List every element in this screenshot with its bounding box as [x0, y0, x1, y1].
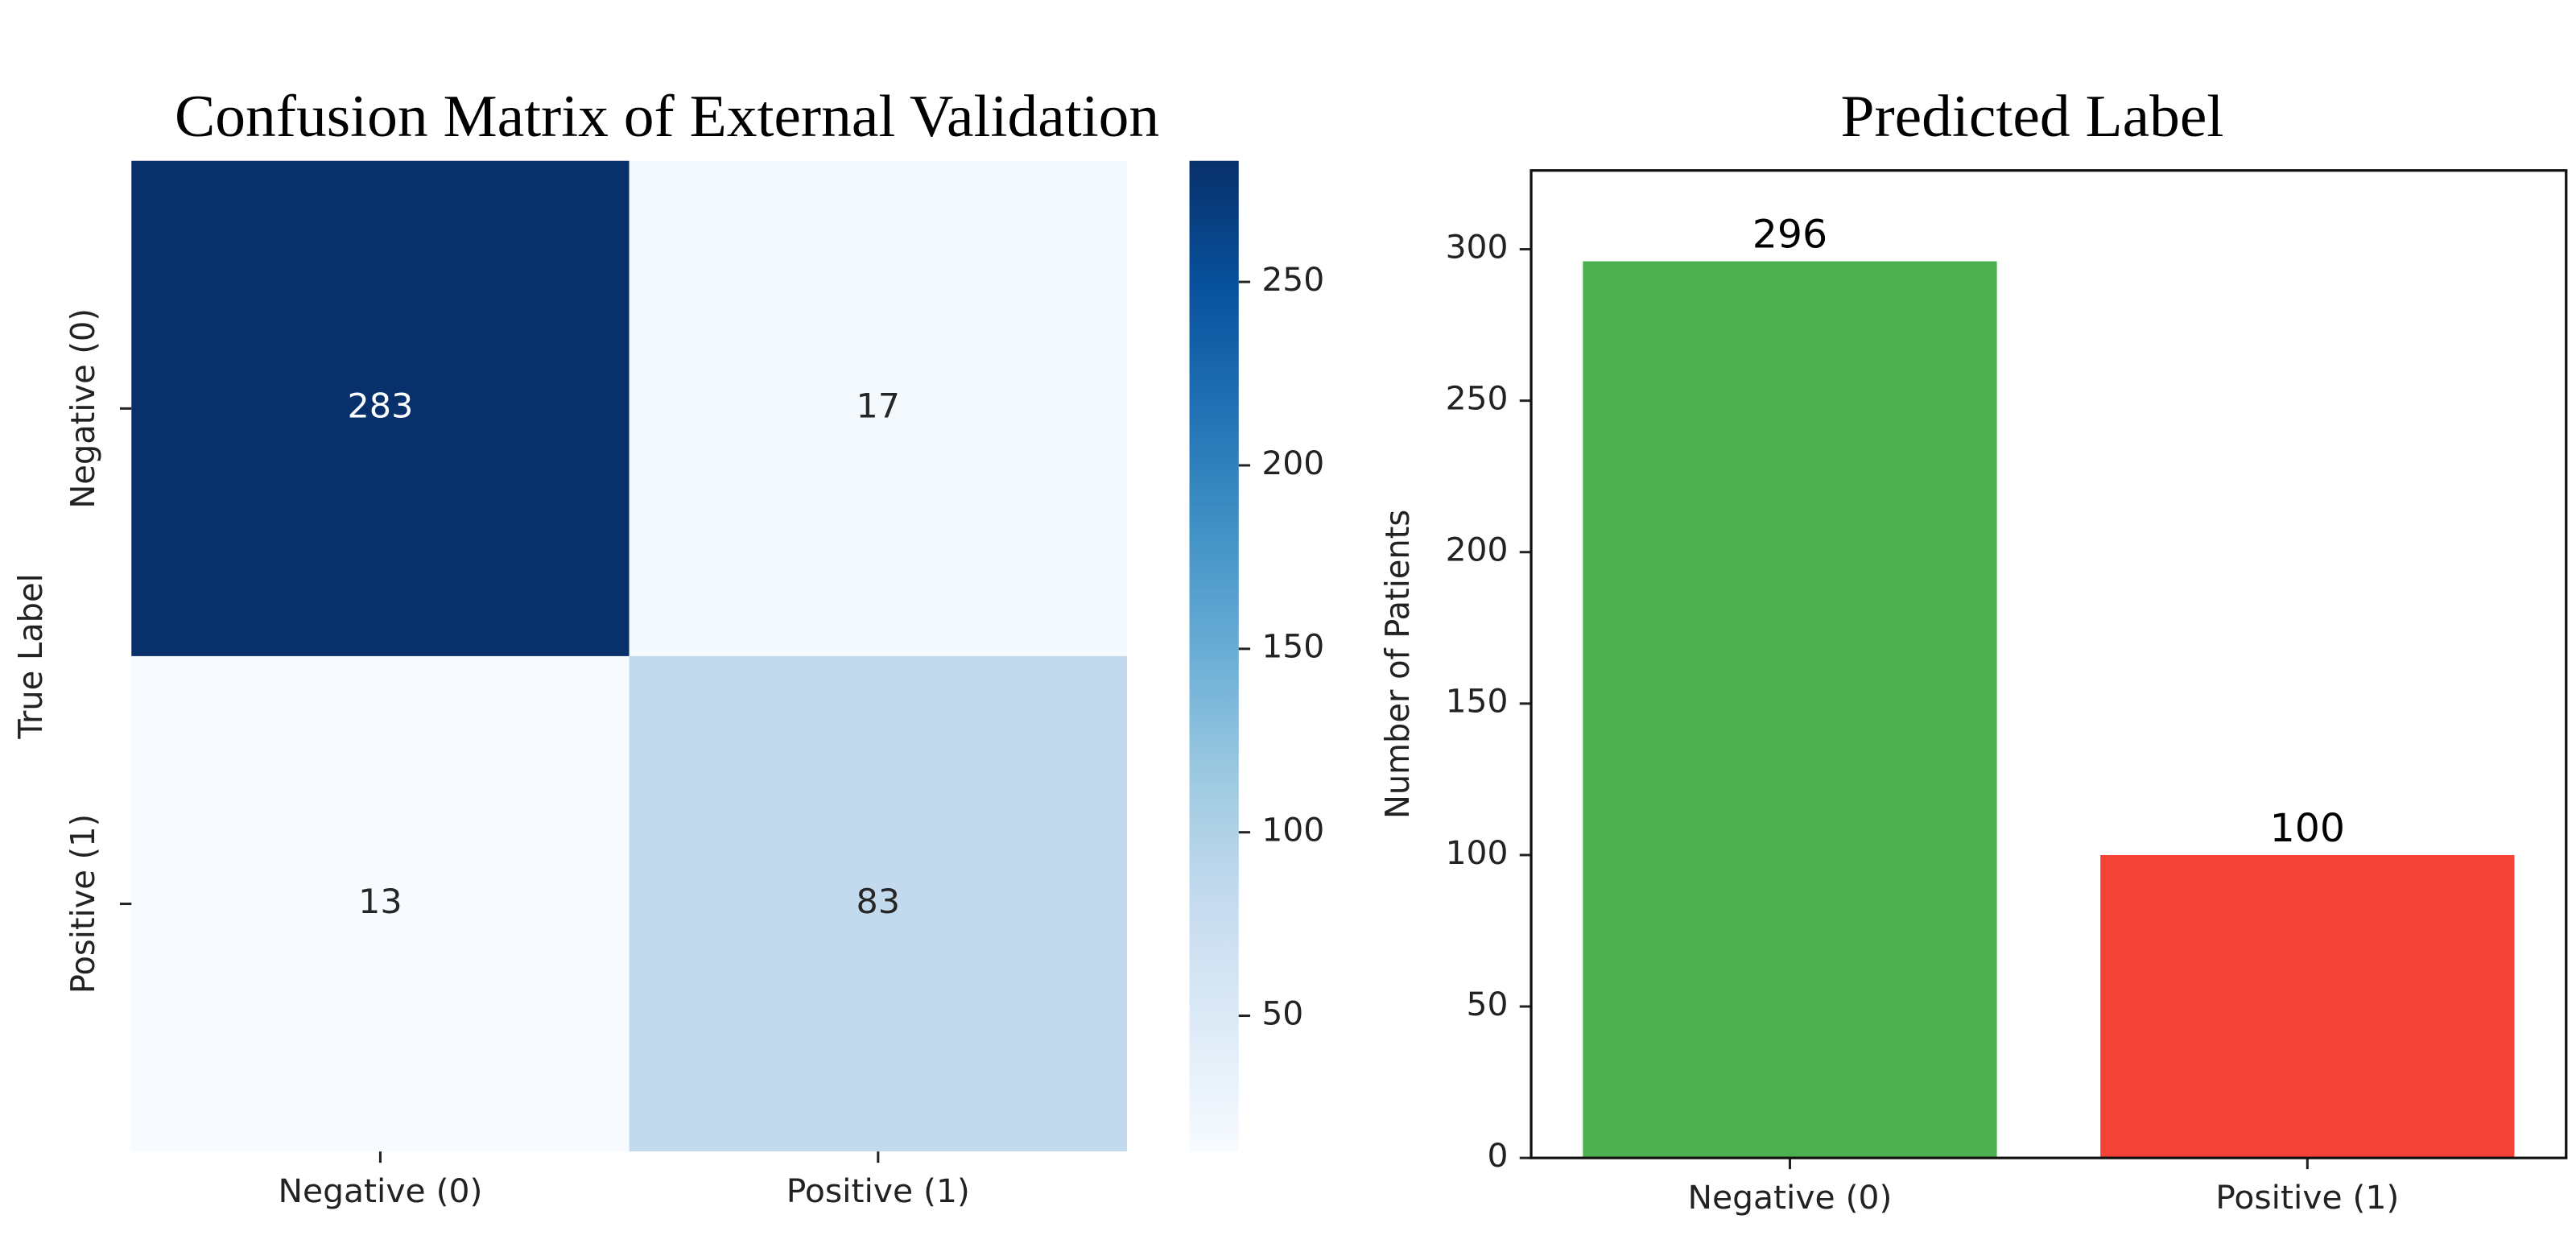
heatmap-cell [629, 160, 1127, 656]
heatmap-title: Confusion Matrix of External Validation [175, 83, 1159, 149]
plot-frame [1530, 169, 2568, 1159]
x-tick-label: Negative (0) [278, 1172, 482, 1209]
cell-label: 13 [358, 882, 402, 920]
y-tick-label: Positive (1) [64, 814, 103, 994]
heatmap-cell [629, 655, 1127, 1152]
y-axis-label: True Label [12, 573, 51, 739]
y-tick-label: 150 [1446, 683, 1509, 720]
bar [2100, 854, 2515, 1159]
cell-label: 83 [857, 882, 901, 920]
colorbar-tick-label: 200 [1261, 444, 1324, 481]
x-tick-label: Positive (1) [786, 1172, 970, 1209]
cell-label: 17 [857, 386, 901, 425]
colorbar-tick-label: 100 [1261, 812, 1324, 849]
y-tick-label: 250 [1446, 380, 1509, 417]
y-tick-label: 100 [1446, 834, 1509, 871]
colorbar-tick-label: 150 [1261, 628, 1324, 665]
y-tick-label: 200 [1446, 531, 1509, 568]
y-tick-label: Negative (0) [64, 308, 103, 509]
y-tick-label: 0 [1487, 1137, 1508, 1174]
cell-label: 283 [348, 386, 414, 425]
bar-title: Predicted Label [1841, 83, 2224, 149]
x-tick-label: Positive (1) [2215, 1179, 2399, 1216]
bar-value-label: 296 [1752, 213, 1827, 257]
x-tick-label: Negative (0) [1688, 1179, 1893, 1216]
colorbar-tick-label: 250 [1261, 261, 1324, 298]
heatmap-cell [131, 160, 630, 656]
y-tick-label: 50 [1467, 986, 1509, 1023]
colorbar-tick-label: 50 [1261, 995, 1303, 1032]
heatmap-cell [131, 655, 630, 1152]
y-axis-label: Number of Patients [1378, 510, 1417, 819]
colorbar [1189, 160, 1239, 1152]
bar [1583, 261, 1997, 1159]
y-tick-label: 300 [1446, 229, 1509, 266]
bar-value-label: 100 [2270, 806, 2345, 850]
